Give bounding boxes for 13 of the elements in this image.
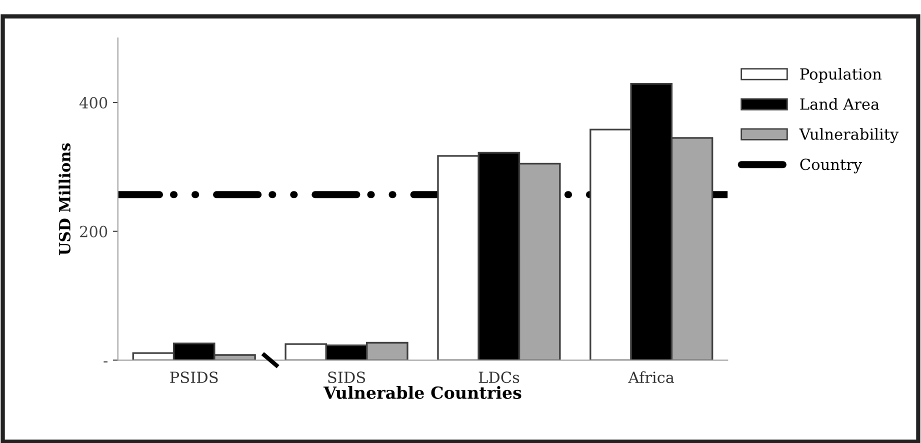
x-tick-label: Africa [628,371,674,384]
x-tick-label: SIDS [328,372,366,384]
x-axis-title: Vulnerable Countries [323,386,522,399]
y-tick-label: 400 [79,96,108,109]
legend-label: Land Area [800,98,880,110]
legend-label: Vulnerability [799,128,899,144]
x-tick-label: LDCs [478,372,520,384]
legend-label: Country [800,158,862,174]
y-tick-label: 200 [80,226,108,238]
y-axis-title: USD Millions [58,143,70,256]
x-tick-label: PSIDS [170,372,218,384]
legend-label: Population [800,68,882,83]
y-tick-label: - [104,361,108,362]
